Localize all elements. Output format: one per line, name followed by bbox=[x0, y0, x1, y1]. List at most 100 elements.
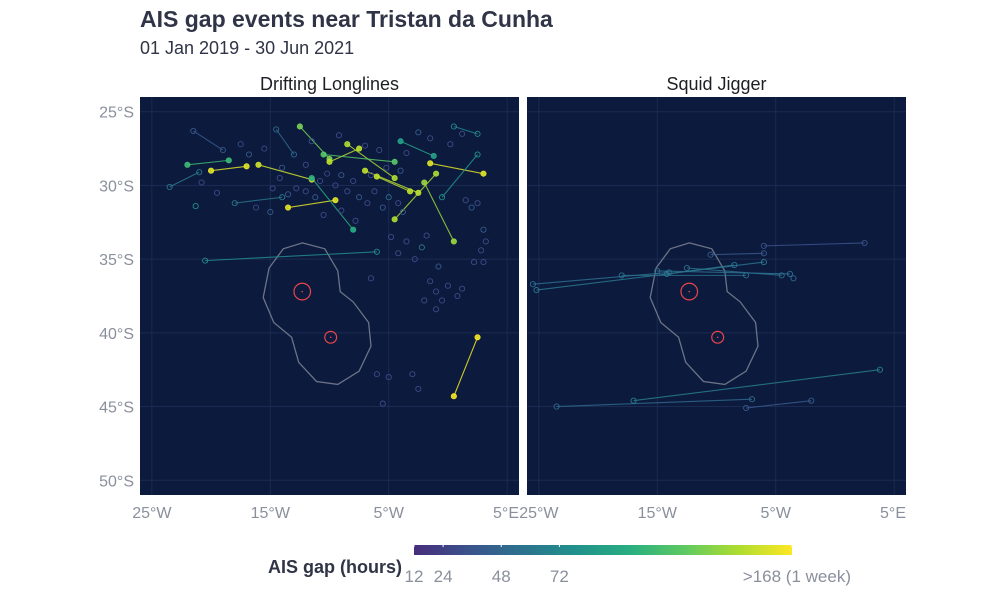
gap-event-point bbox=[397, 138, 404, 145]
gap-track-line bbox=[453, 337, 479, 397]
gap-event-point bbox=[760, 259, 767, 266]
gap-event-point bbox=[184, 161, 191, 168]
panel-title: Squid Jigger bbox=[666, 74, 766, 94]
gap-track-line bbox=[346, 143, 395, 179]
gap-event-point bbox=[876, 366, 883, 373]
gap-event-point bbox=[743, 272, 750, 279]
gap-event-point bbox=[450, 123, 457, 130]
gap-event-point bbox=[415, 385, 422, 392]
gap-event-point bbox=[438, 194, 446, 201]
gap-event-point bbox=[444, 282, 451, 289]
gap-event-point bbox=[284, 204, 292, 211]
y-tick-label: 40°S bbox=[99, 326, 134, 343]
gap-event-point bbox=[409, 371, 416, 378]
gap-event-point bbox=[478, 247, 485, 254]
gap-event-point bbox=[293, 185, 300, 192]
gap-event-point bbox=[480, 226, 487, 233]
gap-event-point bbox=[462, 197, 469, 204]
y-tick-label: 35°S bbox=[99, 252, 134, 269]
gap-event-point bbox=[376, 147, 383, 154]
gap-track-line bbox=[746, 400, 812, 409]
gap-event-point bbox=[433, 306, 440, 313]
gap-event-point bbox=[352, 217, 359, 224]
gap-event-point bbox=[385, 194, 392, 201]
x-tick-label: 5°E bbox=[880, 505, 906, 522]
gap-event-point bbox=[373, 371, 380, 378]
gap-event-point bbox=[320, 151, 327, 158]
gap-event-point bbox=[324, 170, 331, 177]
island-outline bbox=[324, 330, 338, 344]
gap-event-point bbox=[190, 127, 197, 134]
gap-event-point bbox=[533, 287, 540, 294]
gap-event-point bbox=[553, 403, 560, 410]
gap-event-point bbox=[433, 170, 440, 177]
gap-event-point bbox=[418, 244, 425, 251]
gap-event-point bbox=[361, 167, 369, 174]
gap-track-line bbox=[430, 162, 484, 175]
gap-event-point bbox=[397, 167, 404, 174]
gap-event-point bbox=[760, 250, 767, 257]
gap-event-point bbox=[373, 173, 380, 180]
gap-track-line bbox=[710, 252, 764, 256]
gap-event-point bbox=[284, 191, 292, 198]
gap-track-line bbox=[234, 196, 283, 204]
gap-event-point bbox=[356, 145, 363, 152]
chart-subtitle: 01 Jan 2019 - 30 Jun 2021 bbox=[140, 38, 355, 58]
gap-event-point bbox=[459, 130, 466, 137]
gap-event-point bbox=[433, 288, 440, 295]
y-tick-label: 25°S bbox=[99, 105, 134, 122]
gap-event-point bbox=[338, 207, 345, 214]
gap-event-point bbox=[861, 239, 868, 246]
gap-event-point bbox=[279, 194, 286, 201]
y-tick-label: 30°S bbox=[99, 178, 134, 195]
gap-event-point bbox=[269, 185, 276, 192]
gap-event-point bbox=[474, 151, 481, 158]
y-tick-label: 45°S bbox=[99, 400, 134, 417]
gap-event-point bbox=[391, 216, 398, 223]
gap-event-point bbox=[683, 264, 690, 272]
gap-event-point bbox=[202, 257, 209, 264]
gap-event-point bbox=[308, 138, 315, 145]
gap-event-point bbox=[245, 151, 253, 158]
gap-event-point bbox=[253, 204, 260, 211]
gap-event-point bbox=[350, 226, 357, 233]
gap-event-point bbox=[790, 275, 797, 282]
gap-event-point bbox=[391, 158, 398, 165]
x-tick-label: 25°W bbox=[132, 505, 172, 522]
gap-event-point bbox=[630, 397, 637, 404]
gap-event-point bbox=[778, 272, 785, 279]
island-dot bbox=[329, 336, 332, 339]
gap-event-point bbox=[296, 123, 303, 130]
x-tick-label: 5°E bbox=[493, 505, 519, 522]
gap-track-line bbox=[686, 267, 782, 276]
gap-event-point bbox=[385, 374, 392, 381]
gap-track-line bbox=[763, 242, 865, 247]
gap-event-point bbox=[391, 175, 398, 182]
gap-event-point bbox=[371, 188, 378, 195]
gap-event-point bbox=[290, 151, 298, 158]
gap-event-point bbox=[326, 158, 333, 165]
gap-event-point bbox=[302, 161, 309, 168]
gap-event-point bbox=[379, 400, 386, 407]
gap-event-point bbox=[474, 334, 481, 341]
x-tick-label: 25°W bbox=[519, 505, 559, 522]
gap-event-point bbox=[213, 189, 221, 196]
gap-event-point bbox=[344, 188, 351, 195]
legend-tick-label: 48 bbox=[492, 567, 511, 586]
gap-event-point bbox=[383, 164, 390, 171]
gap-track-line bbox=[376, 176, 411, 192]
gap-event-point bbox=[430, 152, 437, 160]
gap-event-point bbox=[273, 126, 280, 133]
gap-event-point bbox=[361, 142, 369, 149]
gap-event-point bbox=[427, 160, 434, 167]
legend-tick-label: 24 bbox=[434, 567, 453, 586]
gap-event-point bbox=[427, 135, 434, 142]
gap-track-line bbox=[169, 171, 200, 188]
gap-event-point bbox=[302, 188, 309, 195]
gap-event-point bbox=[450, 238, 457, 245]
gap-event-point bbox=[415, 189, 422, 196]
gap-event-point bbox=[225, 157, 232, 164]
gap-event-point bbox=[166, 183, 173, 190]
gap-event-point bbox=[198, 179, 205, 186]
